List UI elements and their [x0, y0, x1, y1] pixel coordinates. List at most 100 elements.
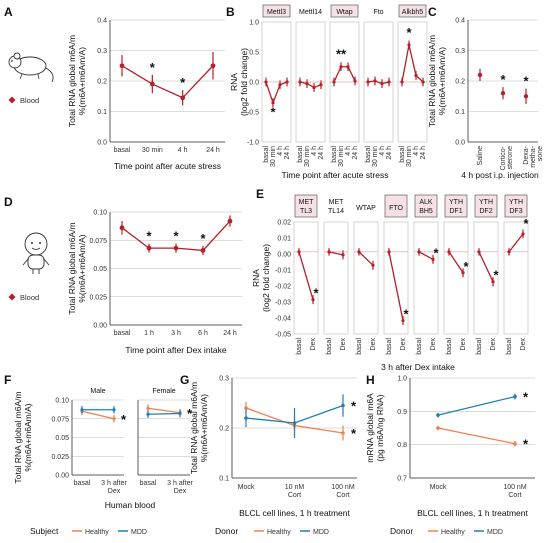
panel-g-mdd-point	[292, 421, 297, 425]
panel-f-legend-mdd-label: MDD	[131, 529, 147, 536]
panel-g-star: *	[351, 426, 357, 441]
panel-e-facet-0-line	[298, 251, 314, 300]
panel-e-facet-6-point	[477, 250, 481, 254]
panel-b-xtick: basal	[331, 146, 338, 163]
panel-b-xtick: 30 min	[304, 146, 311, 167]
panel-e-facet-label: MET	[299, 199, 315, 206]
panel-f-xtick: basal	[140, 480, 157, 487]
panel-d-letter: D	[4, 195, 13, 209]
panel-f-letter: F	[4, 373, 11, 387]
panel-c-xtick: Dexa-	[523, 145, 530, 164]
panel-b-facet-label: Mettl14	[299, 9, 322, 16]
panel-b-mettl3-point	[271, 101, 275, 105]
panel-e-xtick: Dex	[490, 338, 497, 351]
panel-e-xtick: basal	[506, 338, 513, 355]
panel-e-facet-frame	[383, 221, 409, 335]
panel-b-ylabel: RNA	[229, 73, 239, 91]
panel-f-mdd-point	[80, 408, 84, 412]
panel-e-xtick: Dex	[310, 338, 317, 351]
human-arm	[43, 258, 50, 266]
panel-g-ylabel: %(m6A+m6Am/A)	[199, 394, 209, 462]
mouse-eye	[11, 60, 13, 62]
panel-e-xtick: basal	[356, 338, 363, 355]
panel-e-facet-4-point	[417, 250, 421, 254]
panel-e-facet-1-line	[328, 251, 344, 256]
panel-b-facet-label: Mettl3	[267, 9, 286, 16]
panel-h-ytick: 1.0	[397, 376, 407, 383]
panel-b-alkbh5-point	[400, 80, 404, 84]
panel-h-mdd-point	[513, 394, 517, 399]
panel-b-fto-line	[367, 80, 390, 85]
human-mouth	[31, 247, 41, 250]
panel-c-xtick: sone	[537, 146, 544, 161]
panel-a-ytick: 0.1	[97, 109, 107, 116]
panel-b-xtick: 4 h	[379, 146, 386, 156]
panel-f-ylabel: %(m6A+m6Am/A)	[23, 403, 33, 471]
panel-f-healthy-point	[112, 417, 116, 421]
panel-a-ylabel: %(m6A+m6Am/A)	[77, 47, 87, 115]
panel-e-star: *	[463, 259, 469, 274]
panel-e-facet-box	[474, 194, 498, 218]
panel-a-ytick: 0.3	[97, 48, 107, 55]
panel-a-star: *	[150, 60, 156, 75]
panel-e-ylabel: (log2 fold change)	[261, 244, 271, 312]
panel-d-ytick: 0.025	[89, 294, 107, 301]
panel-e-facet-label: YTH	[479, 199, 493, 206]
panel-e-xtick: basal	[416, 338, 423, 355]
panel-b-mettl14-point	[312, 85, 316, 90]
panel-c-point	[500, 91, 506, 96]
human-arm	[22, 258, 29, 266]
panel-e-facet-label: DF1	[449, 208, 462, 215]
panel-f-xtick: Dex	[108, 488, 121, 495]
panel-b-mettl14-point	[305, 82, 309, 86]
panel-h-mdd-point	[436, 413, 440, 417]
panel-a-xtick: 30 min	[142, 147, 163, 154]
panel-g-xtick: 100 nM	[331, 484, 355, 491]
panel-d-ytick: 0.10	[93, 210, 107, 217]
panel-f-ytick: 0.05	[55, 435, 69, 442]
panel-f-mdd-point	[112, 408, 116, 412]
panel-e-facet-frame	[413, 221, 439, 335]
panel-c-ytick: 0.2	[455, 79, 465, 86]
panel-e-star: *	[433, 245, 439, 260]
panel-f-xtick: 3 h after	[167, 480, 193, 487]
panel-b-wtap-point	[346, 65, 350, 69]
panel-a-point	[210, 63, 216, 69]
panel-d-point	[200, 248, 206, 253]
panel-d-point	[173, 245, 179, 251]
panel-e-facet-7-point	[521, 232, 525, 236]
panel-b-mettl3-line	[265, 81, 288, 105]
panel-e-facet-box	[444, 194, 468, 218]
panel-b-fto-point	[366, 80, 370, 84]
panel-e-star: *	[523, 216, 529, 231]
mouse-icon	[8, 52, 54, 83]
panel-f-star: *	[121, 412, 127, 427]
mouse-leg	[37, 73, 40, 80]
panel-g-star: *	[351, 399, 357, 414]
panel-b-xtick: 4 h	[311, 146, 318, 156]
panel-f-xlabel: Human blood	[105, 500, 156, 510]
panel-e-ytick: -0.04	[275, 316, 291, 323]
panel-b-ytick: 0.5	[249, 50, 259, 57]
panel-e-facet-frame	[503, 221, 529, 335]
panel-e-facet-6-line	[478, 251, 494, 283]
panel-c-star: *	[500, 72, 506, 87]
panel-b-xtick: 30 min	[372, 146, 379, 167]
panel-g-healthy-point	[244, 406, 248, 410]
panel-e-xtick: basal	[476, 338, 483, 355]
panel-e-xtick: basal	[386, 338, 393, 355]
panel-b-xtick: 24 h	[420, 146, 427, 160]
panel-b-xtick: basal	[297, 146, 304, 163]
panel-g-legend-mdd-label: MDD	[313, 529, 329, 536]
panel-h-ylabel: (pg m6A/ng RNA)	[375, 394, 385, 461]
panel-c-ytick: 0.1	[455, 109, 465, 116]
panel-g-xtick: 10 nM	[285, 484, 305, 491]
panel-e-facet-7-line	[508, 233, 524, 253]
panel-e-xtick: basal	[326, 338, 333, 355]
panel-e-ytick: -0.01	[275, 268, 291, 275]
panel-c-point	[523, 94, 529, 99]
panel-h-ylabel: mRNA global m6A	[365, 393, 375, 463]
panel-d-ylabel: %(m6A+m6Am/A)	[77, 234, 87, 302]
human-eye	[31, 242, 33, 244]
panel-a-letter: A	[4, 5, 13, 19]
